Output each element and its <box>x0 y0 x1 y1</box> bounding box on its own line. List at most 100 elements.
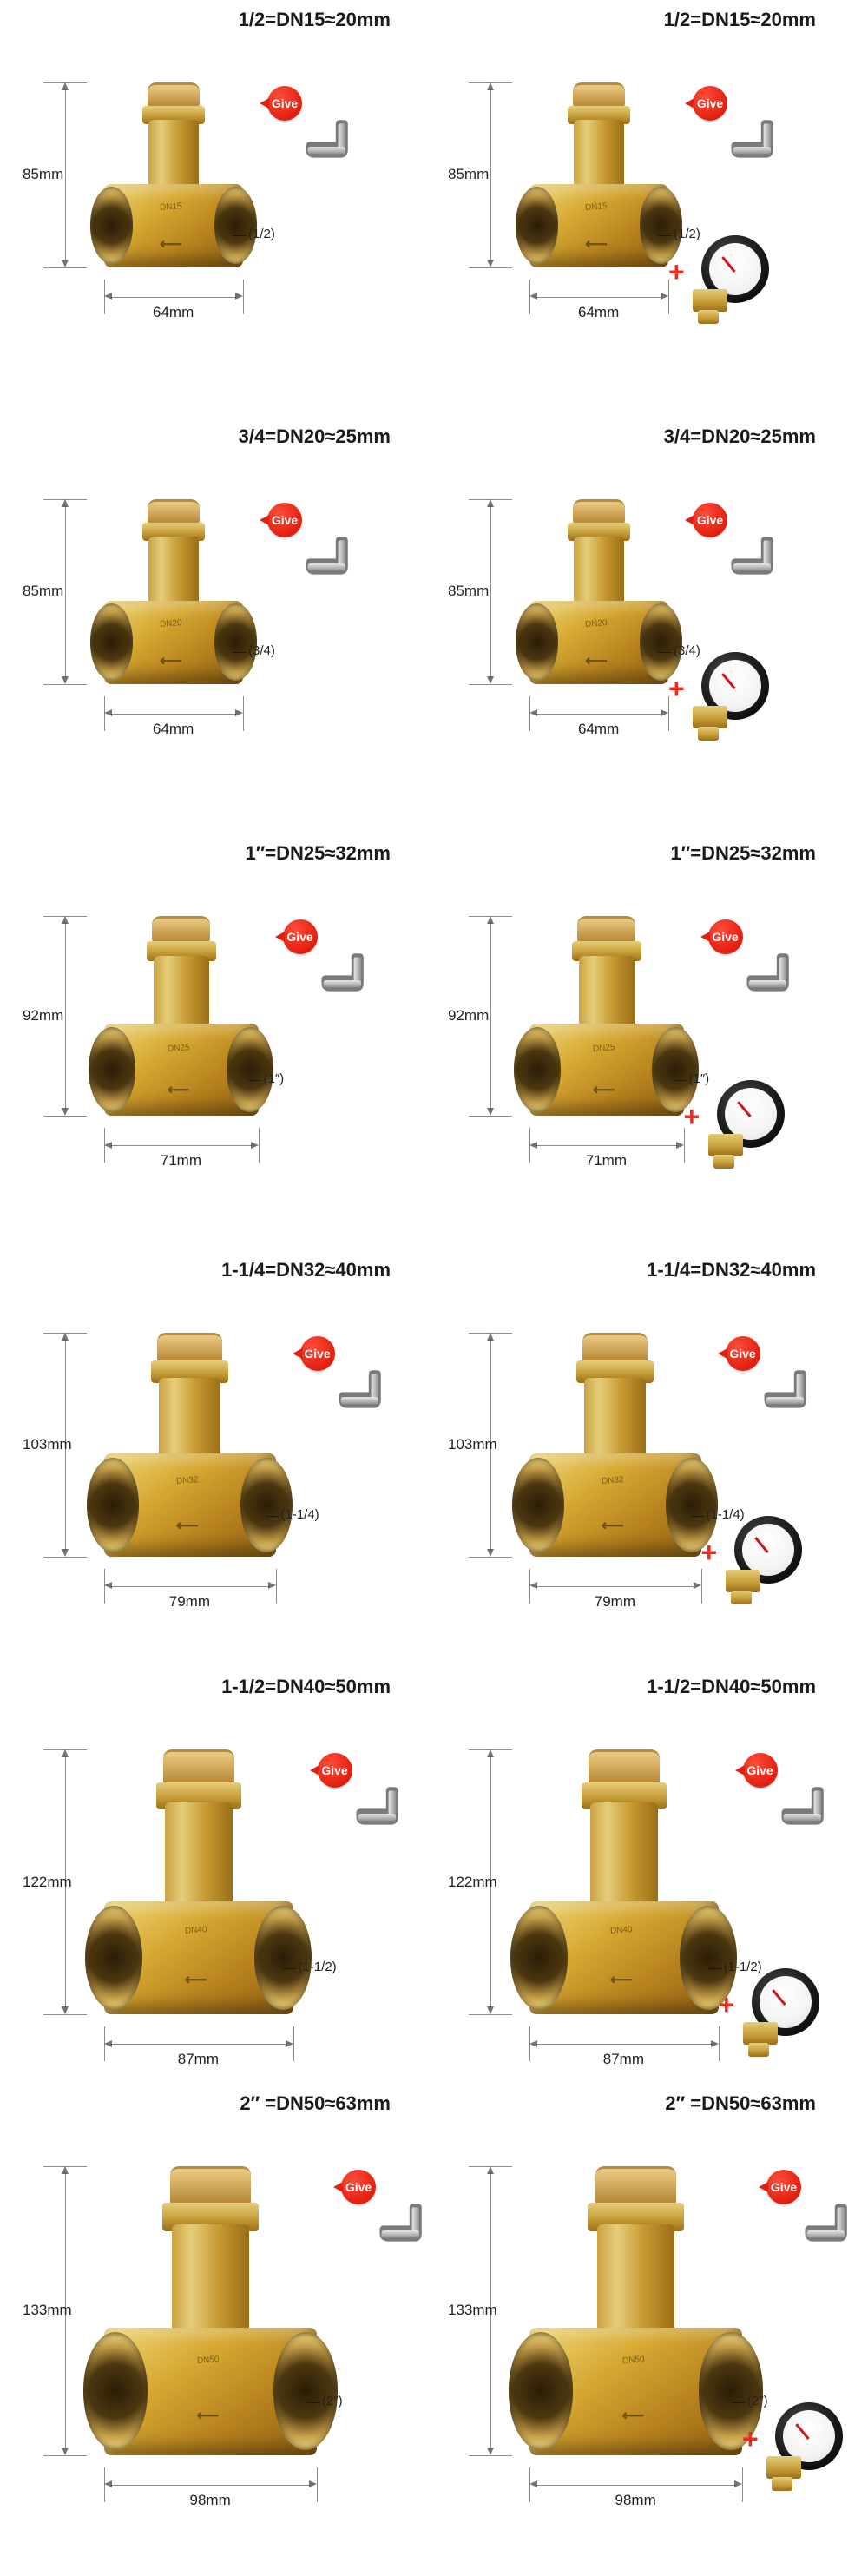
gauge-addon: + <box>701 1516 823 1620</box>
dimension-diagram: 133mm ⟵ DN50 (2″) <box>443 2140 851 2435</box>
product-cell: 1″=DN25≈32mm 92mm ⟵ DN25 <box>17 842 425 1207</box>
product-cell: 1-1/4=DN32≈40mm 103mm ⟵ DN32 <box>17 1259 425 1624</box>
width-dimension: 64mm <box>104 280 243 332</box>
plus-icon: + <box>668 258 685 286</box>
dimension-diagram: 85mm ⟵ DN15 (1/2) <box>443 56 851 352</box>
dn-marking: DN15 <box>585 201 608 213</box>
gauge-addon: + <box>668 652 790 756</box>
size-title: 2″ =DN50≈63mm <box>665 2092 816 2115</box>
size-title: 1/2=DN15≈20mm <box>664 9 816 31</box>
pressure-gauge-icon <box>766 2402 845 2489</box>
size-title: 1-1/2=DN40≈50mm <box>647 1676 816 1698</box>
dimension-diagram: 122mm ⟵ DN40 (1-1/2) <box>443 1723 851 2019</box>
product-cell: 3/4=DN20≈25mm 85mm ⟵ DN20 <box>17 425 425 790</box>
dn-marking: DN40 <box>609 1925 632 1936</box>
give-accessory: Give <box>693 503 806 607</box>
size-title: 2″ =DN50≈63mm <box>240 2092 391 2115</box>
pressure-gauge-icon <box>693 235 771 322</box>
plus-icon: + <box>668 675 685 702</box>
width-label: 79mm <box>169 1593 210 1611</box>
thread-size-label: (1-1/4) <box>281 1507 319 1522</box>
thread-size-label: (3/4) <box>248 643 275 658</box>
valve-illustration: ⟵ DN50 <box>529 2166 742 2455</box>
hex-wrench-icon <box>759 1783 835 1848</box>
valve-illustration: ⟵ DN40 <box>104 1749 293 2014</box>
give-badge-icon: Give <box>743 1753 778 1788</box>
give-badge-icon: Give <box>766 2170 801 2204</box>
give-accessory: Give <box>318 1753 431 1857</box>
thread-size-label: (1″) <box>264 1071 285 1086</box>
give-accessory: Give <box>267 503 380 607</box>
width-dimension: 71mm <box>529 1128 684 1180</box>
valve-illustration: ⟵ DN40 <box>529 1749 719 2014</box>
width-label: 64mm <box>578 304 619 321</box>
dimension-diagram: 85mm ⟵ DN15 (1/2) <box>17 56 425 352</box>
height-label: 133mm <box>23 2302 72 2319</box>
width-dimension: 64mm <box>104 696 243 748</box>
plus-icon: + <box>719 1991 735 2019</box>
give-accessory: Give <box>300 1336 413 1440</box>
give-accessory: Give <box>766 2170 868 2274</box>
size-title: 1-1/4=DN32≈40mm <box>221 1259 391 1281</box>
dn-marking: DN15 <box>160 201 182 213</box>
hex-wrench-icon <box>299 950 375 1015</box>
height-label: 85mm <box>448 166 489 183</box>
product-cell: 1-1/2=DN40≈50mm 122mm ⟵ DN40 <box>443 1676 851 2040</box>
dn-marking: DN20 <box>160 618 182 629</box>
width-dimension: 87mm <box>529 2026 719 2079</box>
dimension-diagram: 122mm ⟵ DN40 (1-1/2) <box>17 1723 425 2019</box>
size-title: 1/2=DN15≈20mm <box>239 9 391 31</box>
give-badge-icon: Give <box>267 86 302 121</box>
give-badge-icon: Give <box>693 86 727 121</box>
gauge-addon: + <box>719 1968 840 2072</box>
width-label: 64mm <box>578 721 619 738</box>
height-label: 122mm <box>23 1874 72 1891</box>
height-label: 133mm <box>448 2302 497 2319</box>
give-accessory: Give <box>743 1753 856 1857</box>
hex-wrench-icon <box>333 1783 410 1848</box>
hex-wrench-icon <box>724 950 800 1015</box>
product-cell: 1/2=DN15≈20mm 85mm ⟵ DN15 <box>17 9 425 373</box>
width-label: 98mm <box>615 2492 656 2509</box>
width-dimension: 79mm <box>104 1569 276 1621</box>
width-label: 87mm <box>603 2051 644 2068</box>
plus-icon: + <box>701 1538 718 1566</box>
width-dimension: 98mm <box>529 2467 742 2520</box>
height-label: 85mm <box>23 583 63 600</box>
height-label: 92mm <box>23 1007 63 1024</box>
give-accessory: Give <box>726 1336 838 1440</box>
width-dimension: 98mm <box>104 2467 317 2520</box>
hex-wrench-icon <box>283 533 359 598</box>
width-dimension: 79mm <box>529 1569 701 1621</box>
size-title: 3/4=DN20≈25mm <box>239 425 391 448</box>
size-title: 1″=DN25≈32mm <box>245 842 391 865</box>
product-cell: 1-1/4=DN32≈40mm 103mm ⟵ DN32 <box>443 1259 851 1624</box>
height-label: 85mm <box>448 583 489 600</box>
pressure-gauge-icon <box>726 1516 804 1603</box>
height-label: 85mm <box>23 166 63 183</box>
dn-marking: DN25 <box>167 1043 189 1054</box>
width-label: 71mm <box>586 1152 627 1169</box>
width-dimension: 71mm <box>104 1128 259 1180</box>
valve-illustration: ⟵ DN20 <box>104 499 243 684</box>
dimension-diagram: 85mm ⟵ DN20 (3/4) <box>443 473 851 768</box>
give-accessory: Give <box>693 86 806 190</box>
hex-wrench-icon <box>357 2200 433 2265</box>
give-badge-icon: Give <box>341 2170 376 2204</box>
hex-wrench-icon <box>316 1367 392 1432</box>
hex-wrench-icon <box>782 2200 858 2265</box>
hex-wrench-icon <box>283 116 359 181</box>
give-accessory: Give <box>708 919 821 1024</box>
width-dimension: 64mm <box>529 280 668 332</box>
width-label: 98mm <box>190 2492 231 2509</box>
height-label: 103mm <box>448 1436 497 1453</box>
height-label: 92mm <box>448 1007 489 1024</box>
dimension-diagram: 103mm ⟵ DN32 (1-1/4) <box>17 1307 425 1602</box>
pressure-gauge-icon <box>743 1968 821 2055</box>
plus-icon: + <box>742 2425 759 2453</box>
height-label: 103mm <box>23 1436 72 1453</box>
product-cell: 2″ =DN50≈63mm 133mm ⟵ DN50 <box>17 2092 425 2457</box>
valve-illustration: ⟵ DN32 <box>529 1333 701 1557</box>
thread-size-label: (1/2) <box>248 227 275 241</box>
dn-marking: DN32 <box>601 1475 623 1486</box>
